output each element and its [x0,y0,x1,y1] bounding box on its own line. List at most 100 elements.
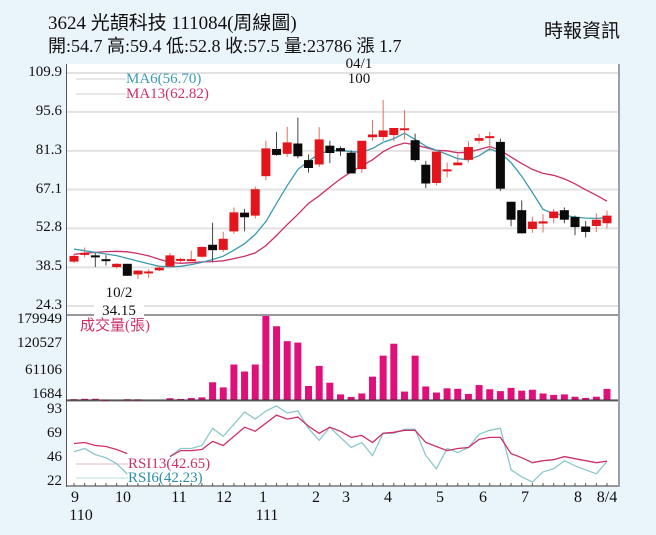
volume-bar [230,364,238,400]
volume-tick-label: 1684 [32,386,62,403]
candle-down [325,145,335,154]
candle-up [442,169,452,172]
ma13-line [73,142,608,264]
volume-bar [390,343,398,400]
volume-bar [379,355,387,400]
candle-down [581,226,591,232]
candle-up [112,263,122,268]
legend-ma6: MA6(56.70) [126,71,202,87]
rsi-tick-label: 93 [47,401,62,417]
x-axis-label: 11 [171,489,187,506]
volume-bar [592,396,600,400]
volume-bar [603,388,611,400]
volume-bar [432,392,440,400]
price-tick-label: 81.3 [35,141,62,158]
x-axis-label: 2 [312,489,320,506]
legend-ma13: MA13(62.82) [126,86,209,102]
candle-down [346,152,356,174]
candle-down [272,148,282,155]
candle-down [517,210,527,234]
volume-bar [550,394,558,400]
volume-label: 成交量(張) [80,318,150,334]
x-axis-label: 8/4 [596,489,618,506]
candle-up [463,147,473,160]
x-axis-year-label: 110 [69,507,93,524]
candle-up [133,270,143,275]
candle-down [410,140,420,161]
candle-down [495,141,505,189]
volume-tick-label: 120527 [17,334,62,351]
candle-up [154,267,164,271]
candle-up [399,128,409,131]
volume-bar [251,364,259,400]
candle-up [176,258,186,261]
volume-bar [368,376,376,400]
volume-bar [209,382,217,400]
volume-bar [315,365,323,400]
candle-down [122,263,132,276]
price-tick-label: 52.8 [35,219,62,236]
rsi-tick-label: 69 [47,425,62,442]
candle-up [357,140,367,170]
x-axis-label: 12 [216,489,232,506]
volume-bar [528,389,536,400]
x-axis-label: 7 [521,489,529,506]
volume-bar [411,355,419,400]
candle-up [453,162,463,166]
x-axis-label: 5 [436,489,444,506]
price-tick-label: 95.6 [35,102,62,119]
volume-bar [187,398,195,400]
x-axis-label: 1 [259,489,267,506]
rsi-tick-label: 46 [47,448,62,465]
chart-header-ohlc: 開:54.7 高:59.4 低:52.8 收:57.5 量:23786 漲 1.… [48,36,402,56]
x-axis-year-label: 111 [255,507,279,524]
candle-up [144,271,154,274]
x-axis-label: 8 [574,489,582,506]
volume-bar [422,386,430,400]
volume-bar [294,342,302,400]
volume-bar [273,326,281,400]
price-tick-label: 109.9 [28,64,62,80]
low-date-annotation: 10/2 [105,285,133,301]
volume-bar [475,385,483,400]
volume-bar [241,371,249,400]
source-label: 時報資訊 [543,21,620,42]
legend-rsi13: RSI13(42.65) [128,456,211,472]
candle-up [69,255,79,262]
volume-bar [400,391,408,400]
candle-up [165,255,175,267]
volume-bar [518,390,526,400]
candle-up [250,189,260,216]
candle-down [90,255,100,258]
volume-bar [219,387,227,400]
rsi-tick-label: 22 [47,473,62,489]
candle-up [80,252,90,255]
volume-bar [496,391,504,400]
x-axis-label: 10 [115,489,131,506]
chart-plot-area: MA6(56.70) MA13(62.82) 04/1 100 10/2 34.… [66,57,620,487]
candle-up [186,259,196,262]
candle-up [282,142,292,154]
volume-bar [560,394,568,400]
volume-bar [539,393,547,400]
low-value-annotation: 34.15 [94,304,144,319]
candle-up [229,212,239,232]
candle-up [389,127,399,136]
candle-up [538,221,548,224]
volume-bar [571,396,579,400]
volume-bar [166,398,174,400]
candle-down [293,143,303,157]
candle-up [261,148,271,177]
legend-rsi6: RSI6(42.23) [128,470,203,486]
volume-bar [283,341,291,400]
price-tick-label: 38.5 [35,258,62,275]
volume-bar [443,388,451,400]
volume-bar [358,393,366,400]
volume-bar [582,397,590,400]
candle-down [559,210,569,220]
candle-up [314,139,324,165]
x-axis-label: 4 [384,489,392,506]
candle-down [570,216,580,228]
volume-bar [486,389,494,400]
candle-up [485,136,495,139]
